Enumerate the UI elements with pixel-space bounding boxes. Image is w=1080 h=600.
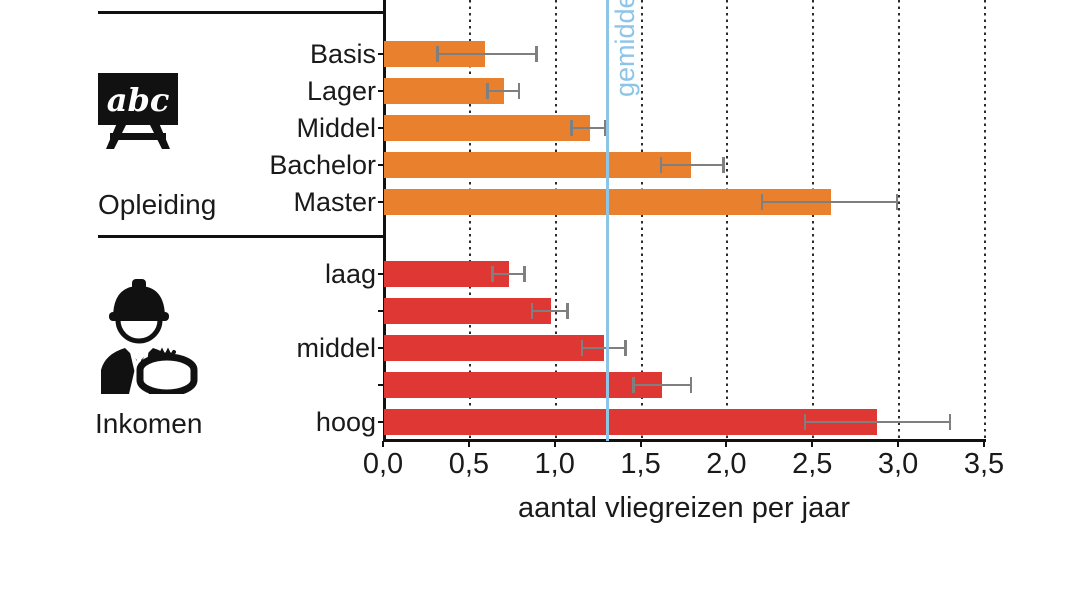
y-axis-line [383,0,386,441]
category-label: laag [324,259,376,289]
error-bar-cap [722,157,725,173]
category-label: middel [296,333,376,363]
bar [384,152,692,178]
gridline [812,0,815,441]
y-axis-tick [378,53,383,55]
error-bar-cap [760,194,764,210]
y-axis-tick [378,421,383,423]
section-label-opleiding: Opleiding [98,189,217,220]
y-axis-tick [378,273,383,275]
error-bar-cap [580,340,583,356]
error-bar-cap [566,303,569,319]
error-bar-cap [491,266,494,282]
error-bar-cap [436,46,439,62]
bar [384,298,551,324]
y-axis-tick [378,384,383,386]
error-bar-cap [535,46,538,62]
error-bar-cap [948,414,952,430]
error-bar-cap [570,120,573,136]
bar [384,335,604,361]
error-bar [436,52,538,56]
x-axis-tick [811,441,814,447]
gridline [726,0,729,441]
error-bar [803,420,952,424]
bar [384,261,510,287]
y-axis-tick [378,201,383,203]
y-axis-section-tick [376,11,385,14]
error-bar-cap [659,157,662,173]
y-axis-tick [378,164,383,166]
error-bar-cap [486,83,489,99]
error-bar [530,309,569,313]
y-axis-section-tick [376,235,385,238]
x-axis-tick [467,441,470,447]
y-axis-tick [378,127,383,129]
gridline [984,0,986,441]
gridline [554,0,557,441]
bar [384,409,877,435]
x-axis-title: aantal vliegreizen per jaar [517,492,851,524]
chalkboard-abc-icon: abc [98,73,178,149]
x-tick-label: 3,0 [877,448,919,480]
bar [384,78,505,104]
section-label-inkomen: Inkomen [95,408,203,439]
gridline [640,0,643,441]
average-line-label: gemiddelde [610,0,641,97]
x-tick-label: 1,5 [620,448,661,480]
error-bar [486,89,521,93]
x-tick-label: 2,0 [706,448,747,480]
category-label: Middel [296,113,376,143]
error-bar [659,163,725,167]
error-bar-cap [517,83,521,99]
error-bar [580,346,627,350]
gridline [898,0,901,441]
error-bar-cap [530,303,534,319]
category-label: Lager [306,76,376,106]
category-label: Master [293,187,376,217]
error-bar-cap [632,377,635,393]
svg-text:abc: abc [107,81,170,119]
error-bar-cap [689,377,693,393]
x-tick-label: 2,5 [792,448,833,480]
x-axis-tick [725,441,728,447]
error-bar [632,383,693,387]
x-axis-tick [983,441,985,447]
error-bar-cap [523,266,526,282]
y-axis-tick [378,310,383,312]
bar [384,372,663,398]
x-tick-label: 0,0 [362,448,404,480]
error-bar [491,272,526,276]
x-axis-tick [897,441,900,447]
error-bar-cap [803,414,807,430]
category-label: hoog [315,407,376,437]
gridline [468,0,471,441]
x-axis-tick [553,441,556,447]
error-bar-cap [624,340,627,356]
error-bar [760,200,899,204]
category-label: Basis [309,39,376,69]
separator-top [98,11,384,14]
worker-coins-icon [101,279,198,394]
error-bar-cap [895,194,899,210]
average-line [606,0,609,441]
y-axis-tick [378,347,383,349]
x-tick-label: 1,0 [534,448,575,480]
x-axis-tick [639,441,642,447]
plot-area [383,0,986,441]
category-label: Bachelor [269,150,376,180]
x-tick-label: 3,5 [963,448,1005,480]
x-axis-tick [382,441,384,447]
x-axis-line [383,439,986,442]
error-bar [570,126,607,130]
bar [384,115,591,141]
separator-opleiding-inkomen [98,235,384,238]
y-axis-tick [378,90,383,92]
x-tick-label: 0,5 [448,448,490,480]
error-bar-cap [603,120,607,136]
